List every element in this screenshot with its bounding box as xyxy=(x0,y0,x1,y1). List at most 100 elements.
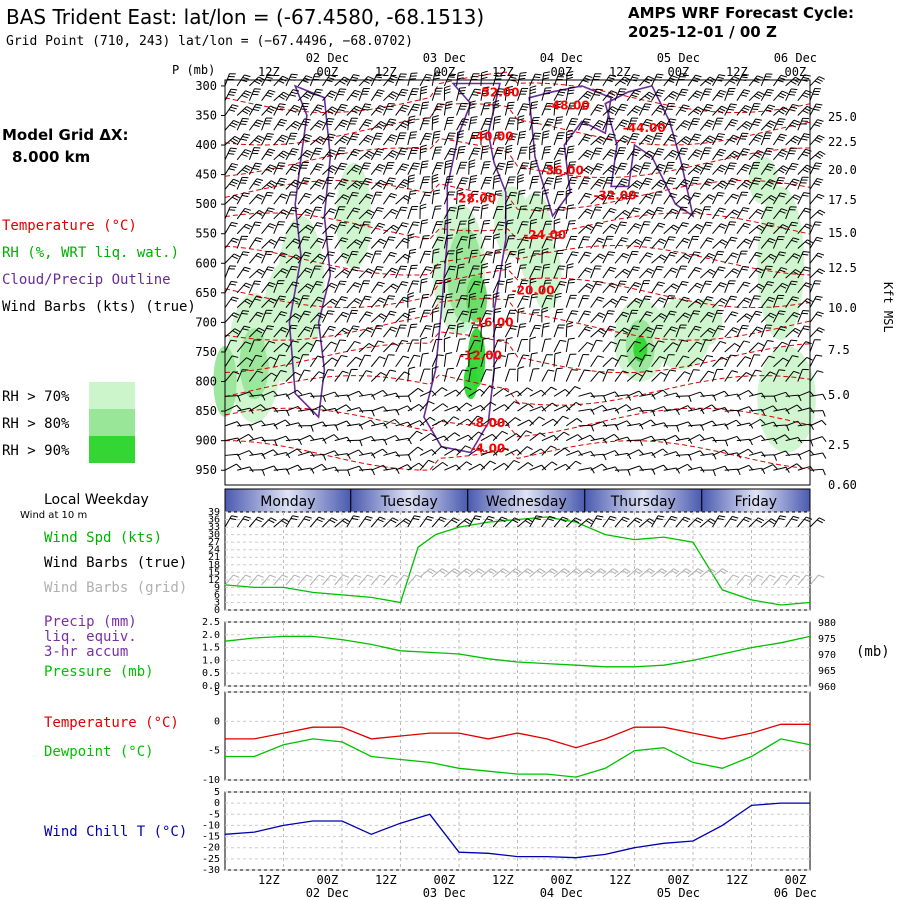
wind-barb-feather xyxy=(363,139,370,143)
wind-barb-feather xyxy=(547,236,554,238)
wind-barb xyxy=(456,310,464,323)
wind-barb-feather xyxy=(294,297,301,301)
wind-barb-feather xyxy=(670,226,677,231)
wind-barb-feather xyxy=(546,295,554,297)
wind-barb-feather xyxy=(543,322,550,325)
wind-barb-feather xyxy=(606,312,614,315)
wind-barb-feather xyxy=(696,341,703,345)
wind-barb xyxy=(468,294,471,308)
wind-barb xyxy=(736,222,745,235)
wind-barb-feather xyxy=(511,132,518,135)
wind-barb xyxy=(614,339,621,353)
wind-barb-feather xyxy=(305,226,312,231)
wind-barb xyxy=(407,387,419,397)
wind-barb-feather xyxy=(576,418,583,423)
wind-barb-feather xyxy=(745,179,752,184)
y-tick-label: 0 xyxy=(214,716,220,727)
wind-barb-feather xyxy=(639,407,644,413)
wind-barb-feather xyxy=(608,210,615,214)
wind-barb xyxy=(541,402,553,412)
wind-barb xyxy=(249,327,259,338)
wind-barb xyxy=(273,221,280,234)
wind-barb xyxy=(699,206,706,220)
wind-barb xyxy=(748,354,755,367)
wind-barb-feather xyxy=(457,136,464,139)
wind-barb xyxy=(760,296,770,308)
wind-barb-feather xyxy=(290,268,297,271)
wind-barb-feather xyxy=(401,206,408,209)
wind-barb xyxy=(809,436,823,442)
wind-barb-feather xyxy=(280,270,287,274)
wind-barb xyxy=(358,221,365,234)
wind-barb-feather xyxy=(531,159,538,163)
wind-barb xyxy=(663,342,674,353)
wind-barb-feather xyxy=(470,177,477,180)
wind-barb-feather xyxy=(516,449,522,455)
wind-barb-feather xyxy=(472,150,480,152)
wind-barb-feather xyxy=(542,77,550,80)
wind-barb xyxy=(248,103,257,116)
wind-barb xyxy=(492,132,497,146)
wind-barb-feather xyxy=(351,109,358,114)
wind-barb-feather xyxy=(648,342,655,347)
wind-barb-feather xyxy=(388,121,395,124)
wind-barb-feather xyxy=(546,179,553,182)
wind-barb-feather xyxy=(822,394,827,401)
wind-barb-feather xyxy=(493,180,501,183)
wind-barb xyxy=(334,135,345,146)
wind-barb-feather xyxy=(731,152,738,157)
wind-barb-feather xyxy=(819,209,826,214)
wind-barb xyxy=(712,310,718,323)
wind-barb xyxy=(797,164,808,175)
wind-barb-feather xyxy=(703,108,711,112)
wind-barb-feather xyxy=(293,104,301,109)
wind-barb xyxy=(687,251,695,264)
wind-barb xyxy=(297,208,308,220)
wind-barb xyxy=(517,339,522,353)
wind-barb-feather xyxy=(302,238,309,241)
wind-barb-feather xyxy=(596,106,603,110)
wind-barb-feather xyxy=(518,251,525,254)
wind-barb-feather xyxy=(627,469,631,476)
wind-barb xyxy=(334,404,347,412)
wind-barb-feather xyxy=(433,192,440,195)
wind-barb-feather xyxy=(329,74,336,78)
wind-barb-feather xyxy=(282,268,289,272)
wind-barb-feather xyxy=(232,330,239,335)
wind-barb xyxy=(651,371,662,382)
wind-barb-feather xyxy=(683,237,691,241)
wind-barb xyxy=(248,162,256,175)
wind-barb xyxy=(370,281,379,294)
wind-barb xyxy=(529,325,536,338)
wind-barb xyxy=(699,296,708,308)
wind-barb-feather xyxy=(409,307,416,310)
wind-barb xyxy=(505,390,518,397)
wind-barb xyxy=(236,118,243,131)
wind-barb-feather xyxy=(567,92,574,95)
wind-barb xyxy=(236,149,246,161)
wind-barb xyxy=(736,121,747,131)
isotherm-label: -4.00 xyxy=(471,441,506,455)
wind-barb-feather xyxy=(720,223,727,227)
wind-barb xyxy=(504,161,509,175)
wind-barb xyxy=(383,208,393,220)
wind-barb-10m xyxy=(346,515,354,528)
wind-barb xyxy=(492,206,498,220)
wind-barb xyxy=(358,327,369,338)
wind-barb xyxy=(370,105,380,116)
wind-barb-feather xyxy=(505,265,512,269)
wind-barb xyxy=(590,453,604,456)
wind-barb-feather xyxy=(255,121,262,125)
wind-barb-feather xyxy=(730,121,737,125)
wind-barb-feather xyxy=(474,147,481,150)
wind-barb xyxy=(590,88,597,101)
wind-barb-feather xyxy=(769,237,776,242)
wind-barb-feather xyxy=(351,327,359,331)
wind-barb-feather xyxy=(317,104,324,108)
wind-barb-feather xyxy=(554,159,561,163)
wind-barb-feather xyxy=(717,76,724,80)
weekday-label: Thursday xyxy=(610,494,676,510)
wind-barb xyxy=(322,369,329,382)
wind-barb-feather xyxy=(626,420,632,426)
wind-barb-feather xyxy=(601,463,608,469)
